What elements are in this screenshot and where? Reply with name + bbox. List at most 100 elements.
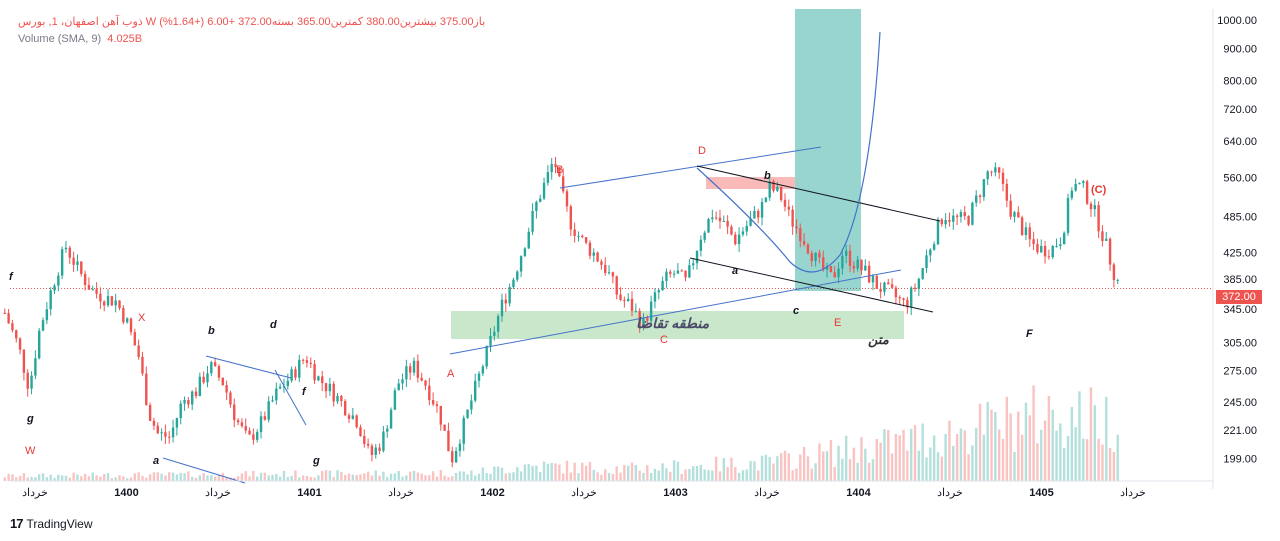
candle-body xyxy=(890,284,894,288)
volume-bar xyxy=(810,468,813,481)
upper-channel-line xyxy=(559,146,822,189)
time-axis[interactable]: خرداد 1400 خرداد 1401 خرداد 1402 خرداد 1403 خردا… xyxy=(10,480,1213,499)
volume-bar xyxy=(913,425,917,481)
volume-bar xyxy=(703,469,706,481)
volume-bar xyxy=(634,465,638,481)
price-axis[interactable]: 1000.00 900.00 800.00 720.00 640.00 560.00 485… xyxy=(1212,9,1257,489)
volume-bar xyxy=(894,433,898,481)
volume-bar xyxy=(259,472,263,481)
volume-bar xyxy=(378,475,381,481)
candle-body xyxy=(1101,231,1104,242)
candle-body xyxy=(1089,203,1093,210)
candle-body xyxy=(210,362,213,374)
candle-body xyxy=(386,428,389,432)
volume-bar xyxy=(646,465,649,481)
candle-body xyxy=(1070,190,1074,198)
volume-bar xyxy=(1040,429,1043,481)
volume-bar xyxy=(619,472,622,481)
candle-body xyxy=(978,195,982,197)
candle-body xyxy=(11,323,14,331)
candle-body xyxy=(726,220,729,227)
candle-body xyxy=(363,436,366,444)
volume-bar xyxy=(925,457,928,481)
candle-body xyxy=(359,427,362,437)
volume-bar xyxy=(60,475,64,481)
volume-bar xyxy=(190,476,194,481)
volume-bar xyxy=(152,472,156,481)
volume-bar xyxy=(148,474,152,481)
volume-bar xyxy=(133,473,137,481)
volume-bar xyxy=(122,476,125,481)
candle-body xyxy=(535,201,538,211)
wedge-upper-line xyxy=(696,165,941,222)
volume-bar xyxy=(531,465,534,481)
volume-bar xyxy=(290,475,293,481)
candle-body xyxy=(38,330,41,359)
volume-bar xyxy=(80,476,83,481)
volume-bar xyxy=(860,437,863,481)
candle-body xyxy=(634,310,638,312)
candle-body xyxy=(309,362,312,364)
candle-body xyxy=(340,395,343,402)
candle-body xyxy=(148,405,152,421)
volume-bar xyxy=(198,475,202,481)
candle-body xyxy=(420,377,423,381)
volume-bar xyxy=(867,462,871,481)
volume-bar xyxy=(607,472,611,481)
volume-bar xyxy=(386,476,389,481)
candle-body xyxy=(408,366,412,373)
candle-body xyxy=(91,289,94,291)
candle-body xyxy=(730,226,733,235)
volume-bar xyxy=(535,465,538,481)
volume-bar xyxy=(91,472,94,481)
volume-bar xyxy=(844,435,848,481)
volume-bar xyxy=(1013,451,1016,481)
volume-bar xyxy=(1093,405,1096,481)
volume-bar xyxy=(171,472,175,481)
volume-bar xyxy=(1070,406,1074,481)
candle-body xyxy=(546,172,550,183)
y-tick-label: 1000.00 xyxy=(1217,15,1257,27)
trend-line-a xyxy=(162,457,246,484)
candle-body xyxy=(1036,243,1039,253)
tradingview-logo-mark: 17 xyxy=(10,516,24,531)
volume-bar xyxy=(692,466,695,481)
candle-body xyxy=(653,292,657,302)
volume-bar xyxy=(45,477,49,481)
volume-bar xyxy=(110,478,114,481)
y-tick-label: 221.00 xyxy=(1223,425,1257,437)
candle-body xyxy=(626,298,630,302)
volume-legend-label: Volume (SMA, 9) xyxy=(18,33,102,45)
demand-zone-label: منطقه تقاضا xyxy=(636,315,710,331)
volume-bar xyxy=(145,477,148,481)
volume-bar xyxy=(68,477,72,481)
volume-bar xyxy=(328,470,332,481)
volume-bar xyxy=(1101,444,1104,481)
volume-bar xyxy=(1112,452,1116,481)
candle-body xyxy=(496,316,500,332)
volume-bar xyxy=(248,476,251,481)
candle-body xyxy=(932,244,936,250)
candle-body xyxy=(745,225,748,232)
y-tick-label: 800.00 xyxy=(1223,76,1257,88)
volume-bar xyxy=(210,475,213,481)
tradingview-logo[interactable]: 17 TradingView xyxy=(10,516,93,531)
volume-bar xyxy=(630,462,634,481)
wave-label-a-1: a xyxy=(153,455,160,467)
candle-body xyxy=(848,250,852,266)
volume-bar xyxy=(76,474,79,481)
candle-body xyxy=(768,181,771,198)
candle-body xyxy=(910,287,913,308)
candle-body xyxy=(378,447,381,451)
candle-body xyxy=(959,212,963,217)
candle-body xyxy=(190,391,194,405)
volume-bar xyxy=(164,475,167,481)
volume-bar xyxy=(53,477,56,481)
volume-bar xyxy=(340,472,343,481)
volume-bar xyxy=(221,472,224,481)
candle-body xyxy=(171,427,175,438)
candle-body xyxy=(179,403,182,419)
volume-bar xyxy=(577,473,580,481)
candle-body xyxy=(550,164,553,173)
